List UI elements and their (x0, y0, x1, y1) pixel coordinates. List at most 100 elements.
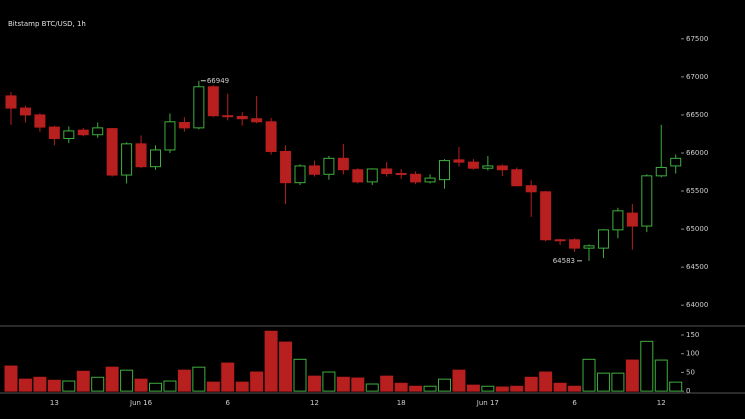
volume-bar (351, 377, 365, 392)
volume-bar (62, 380, 76, 392)
x-tick-label: 6 (572, 399, 577, 407)
x-tick-label: 18 (397, 399, 406, 407)
candle-body (251, 118, 263, 123)
candle-body (612, 210, 624, 231)
volume-bar (235, 381, 249, 392)
volume-bar (33, 376, 47, 392)
candle-body (424, 177, 436, 183)
candle-body (178, 122, 190, 129)
volume-bar (163, 380, 177, 392)
candle-body (63, 130, 75, 140)
volume-bar (134, 378, 148, 392)
candle-body (655, 166, 667, 177)
candle-body (92, 127, 104, 136)
y-tick-label: 50 (686, 368, 695, 376)
volume-bar (409, 385, 423, 392)
volume-bar (322, 371, 336, 392)
volume-bar (510, 385, 524, 392)
volume-bar (596, 372, 610, 392)
x-tick-label: Jun 17 (476, 399, 499, 407)
candle-body (525, 185, 537, 193)
x-tick-label: Jun 16 (129, 399, 153, 407)
candle-body (308, 165, 320, 175)
volume-bar (568, 385, 582, 392)
candle-body (164, 121, 176, 151)
candle-body (265, 121, 277, 152)
volume-bar (307, 375, 321, 392)
y-tick-label: 66500 (686, 111, 708, 119)
x-tick-label: 12 (310, 399, 319, 407)
candle-body (5, 95, 17, 109)
volume-bar (149, 382, 162, 392)
volume-bar (221, 362, 235, 392)
volume-bar (336, 376, 350, 392)
y-tick-label: 100 (686, 350, 699, 358)
volume-bar (250, 371, 264, 392)
volume-bar (539, 371, 553, 392)
volume-bar (481, 385, 495, 392)
candle-body (583, 245, 595, 249)
x-tick-label: 13 (50, 399, 59, 407)
candle-body (511, 169, 523, 187)
volume-bar (4, 365, 18, 392)
volume-bar (611, 372, 625, 392)
candle-body (670, 157, 682, 167)
volume-bar (279, 341, 293, 392)
candle-body (19, 107, 31, 116)
y-tick-label: 66000 (686, 149, 708, 157)
volume-bar (394, 382, 408, 392)
chart-title: Bitstamp BTC/USD, 1h (8, 20, 86, 28)
candle-body (439, 160, 450, 181)
candle-body (626, 212, 638, 227)
y-tick-label: 0 (686, 387, 690, 395)
volume-bar (423, 385, 437, 392)
volume-bar (452, 369, 466, 392)
candle-body (540, 191, 552, 241)
candle-body (395, 173, 407, 176)
y-tick-label: 67000 (686, 73, 708, 81)
volume-bar (553, 382, 567, 392)
volume-bar (264, 330, 278, 392)
volume-bar (177, 369, 191, 392)
volume-bar (120, 369, 134, 392)
volume-bar (654, 359, 668, 392)
candle-body (482, 165, 494, 169)
candle-body (352, 169, 364, 183)
candle-body (193, 86, 205, 129)
candle-body (150, 149, 161, 168)
candle-body (453, 159, 465, 163)
x-tick-label: 12 (657, 399, 666, 407)
candle-body (366, 168, 378, 183)
candle-body (597, 229, 609, 249)
candle-body (410, 173, 422, 183)
candle-body (467, 161, 479, 169)
candle-body (207, 86, 219, 117)
volume-bar (524, 376, 538, 392)
volume-bar (438, 378, 451, 392)
volume-bar (192, 366, 206, 392)
volume-bar (365, 383, 379, 392)
candle-body (121, 143, 133, 176)
volume-bar (380, 375, 394, 392)
candle-body (236, 115, 248, 120)
y-tick-label: 64000 (686, 301, 708, 309)
candle-body (294, 165, 306, 184)
candle-body (323, 157, 335, 175)
candle-body (106, 128, 118, 176)
volume-bar (669, 381, 683, 392)
low-label: 64583 (553, 257, 575, 265)
candle-body (77, 129, 89, 136)
candle-body (337, 157, 349, 171)
volume-bar (640, 340, 654, 392)
candle-body (48, 126, 60, 140)
volume-bar (625, 359, 639, 392)
volume-bar (293, 358, 307, 392)
y-tick-label: 150 (686, 331, 699, 339)
volume-bar (91, 376, 105, 392)
candle-body (569, 239, 581, 249)
candle-body (554, 239, 566, 242)
volume-bar (76, 370, 90, 392)
volume-bar (105, 366, 119, 392)
candle-body (222, 115, 234, 118)
